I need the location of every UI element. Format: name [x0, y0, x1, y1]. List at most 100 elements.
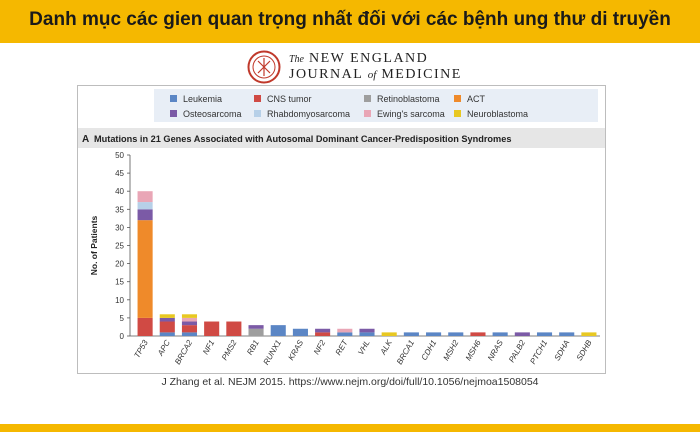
x-tick-label: RUNX1 [262, 339, 283, 367]
legend-label: Osteosarcoma [183, 109, 242, 119]
legend-label: ACT [467, 94, 486, 104]
bar-segment [426, 332, 442, 336]
logo-line-2: JOURNAL of MEDICINE [289, 67, 462, 83]
bar-segment [581, 332, 597, 336]
bar-segment [181, 332, 198, 336]
y-tick-label: 45 [115, 169, 124, 178]
y-axis-label: No. of Patients [89, 215, 99, 275]
bar-segment [292, 328, 308, 336]
bar-segment [137, 220, 153, 318]
bar-segment [159, 332, 175, 336]
x-tick-label: MSH6 [464, 338, 483, 362]
x-tick-label: NRAS [486, 338, 505, 362]
x-tick-label: KRAS [286, 338, 305, 362]
bar-segment [559, 332, 575, 336]
legend-swatch [364, 95, 371, 102]
x-tick-label: CDH1 [420, 339, 439, 362]
bar-segment [137, 202, 153, 210]
logo-of: of [367, 69, 377, 81]
legend-label: Retinoblastoma [377, 94, 440, 104]
chart-title: Mutations in 21 Genes Associated with Au… [94, 134, 511, 144]
bar-segment [181, 317, 198, 322]
logo-new-england: NEW ENGLAND [309, 51, 429, 66]
bar-segment [536, 332, 553, 336]
legend-swatch [170, 95, 177, 102]
bar-segment [492, 332, 508, 336]
bar-segment [159, 317, 175, 322]
chart-header-strip [78, 128, 605, 148]
bar-segment [359, 328, 375, 333]
y-tick-label: 15 [115, 278, 124, 287]
y-tick-label: 40 [115, 187, 124, 196]
bar-segment [248, 325, 264, 329]
bar-segment [159, 314, 175, 318]
y-tick-label: 25 [115, 242, 124, 251]
bar-segment [181, 321, 198, 326]
bar-segment [159, 321, 175, 333]
bar-segment [137, 191, 153, 203]
legend-label: Neuroblastoma [467, 109, 528, 119]
x-tick-label: SDHA [553, 339, 572, 363]
x-tick-label: RB1 [245, 339, 261, 357]
bar-segment [337, 332, 353, 336]
y-tick-label: 5 [120, 314, 125, 323]
y-tick-label: 0 [120, 332, 125, 341]
x-tick-label: VHL [356, 339, 372, 357]
bar-segment [137, 209, 153, 221]
bar-segment [337, 328, 353, 333]
bar-segment [514, 332, 530, 336]
bar-segment [315, 332, 331, 336]
logo-line-1: The NEW ENGLAND [289, 51, 428, 67]
title-banner [0, 0, 700, 43]
bar-segment [270, 325, 286, 336]
stacked-bar-chart: Leukemia CNS tumor Retinoblastoma ACT Osteos… [78, 89, 605, 367]
bar-segment [470, 332, 486, 336]
legend-swatch [254, 95, 261, 102]
y-tick-label: 30 [115, 223, 124, 232]
x-tick-label: BRCA2 [173, 338, 194, 366]
bar-segment [226, 321, 242, 336]
legend-swatch [454, 110, 461, 117]
x-tick-label: ALK [378, 338, 394, 357]
legend-label: Ewing's sarcoma [377, 109, 445, 119]
y-tick-label: 35 [115, 205, 124, 214]
legend-label: CNS tumor [267, 94, 312, 104]
bar-segment [137, 317, 153, 336]
x-tick-label: PALB2 [507, 338, 527, 364]
x-tick-label: PMS2 [220, 338, 239, 362]
logo-journal: JOURNAL [289, 67, 363, 82]
logo-medicine: MEDICINE [381, 67, 462, 82]
x-tick-label: MSH2 [442, 338, 461, 362]
y-tick-label: 20 [115, 260, 124, 269]
chart-panel-label: A [82, 134, 89, 145]
x-tick-label: PTCH1 [528, 339, 549, 366]
legend-swatch [170, 110, 177, 117]
y-tick-label: 10 [115, 296, 124, 305]
x-tick-label: RET [334, 338, 350, 357]
bar-segment [448, 332, 464, 336]
legend-label: Rhabdomyosarcoma [267, 109, 350, 119]
legend-background [154, 89, 598, 122]
bar-segment [204, 321, 220, 336]
bar-segment [381, 332, 397, 336]
citation: J Zhang et al. NEJM 2015. https://www.ne… [161, 376, 539, 388]
bar-segment [181, 325, 198, 333]
x-tick-label: APC [155, 338, 172, 358]
x-tick-label: SDHB [575, 338, 594, 362]
nejm-seal-icon [247, 50, 281, 84]
x-tick-label: BRCA1 [395, 339, 416, 367]
legend-label: Leukemia [183, 94, 222, 104]
x-tick-label: NF2 [312, 338, 328, 356]
bar-segment [403, 332, 419, 336]
footer-bar [0, 424, 700, 432]
x-tick-label: NF1 [201, 339, 216, 357]
bar-segment [181, 314, 198, 318]
legend-swatch [454, 95, 461, 102]
legend-swatch [254, 110, 261, 117]
x-tick-label: TP53 [132, 338, 150, 360]
y-tick-label: 50 [115, 151, 124, 160]
chart-panel: Leukemia CNS tumor Retinoblastoma ACT Osteos… [77, 85, 606, 374]
legend-swatch [364, 110, 371, 117]
bar-segment [315, 328, 331, 333]
logo-the: The [289, 54, 304, 65]
